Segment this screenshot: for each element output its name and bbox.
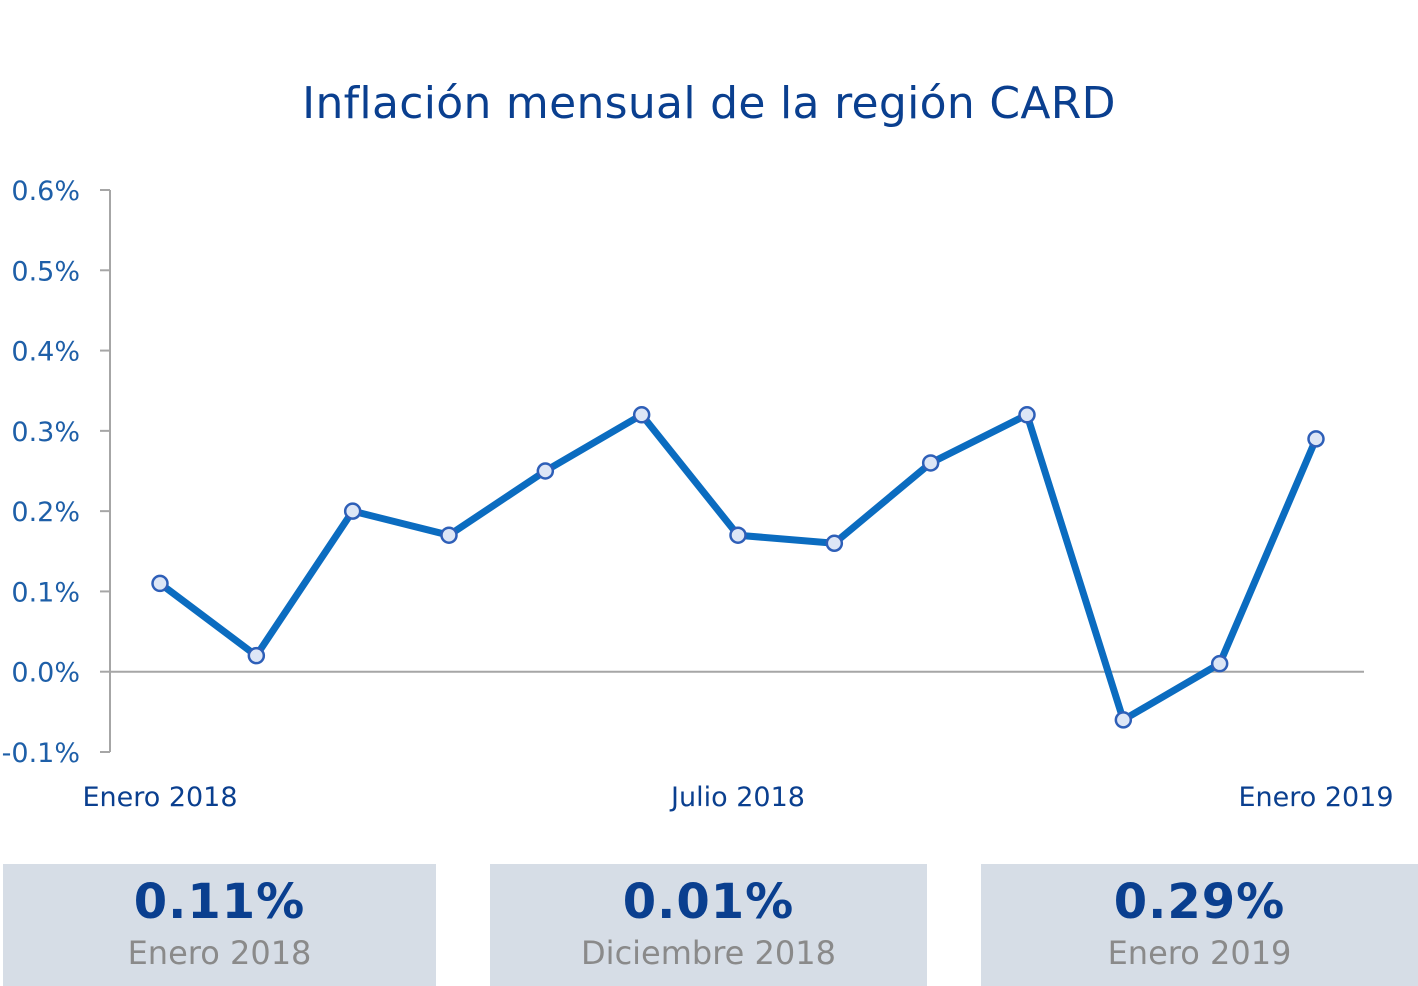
stat-label-latest: Enero 2019 — [1107, 934, 1292, 972]
y-tick-label: 0.2% — [11, 497, 80, 528]
x-tick-label: Julio 2018 — [669, 782, 805, 813]
y-tick-label: 0.5% — [11, 256, 80, 287]
y-tick-label: 0.6% — [11, 176, 80, 207]
data-point — [440, 526, 458, 544]
data-point — [825, 534, 844, 553]
series — [156, 411, 1320, 724]
x-tick-label: Enero 2018 — [82, 782, 237, 813]
data-point — [1018, 406, 1036, 424]
stat-card-latest: 0.29% Enero 2019 — [981, 864, 1418, 986]
stat-value-latest: 0.29% — [1113, 874, 1286, 930]
stat-label-first: Enero 2018 — [127, 934, 312, 972]
data-point — [536, 462, 555, 480]
stat-value-lowest: 0.01% — [622, 874, 795, 930]
x-axis-ticks: Enero 2018 Julio 2018 Enero 2019 — [82, 782, 1393, 813]
markers — [151, 406, 1325, 729]
data-point — [247, 646, 266, 665]
y-tick-label: -0.1% — [2, 738, 80, 769]
series-line — [156, 411, 1320, 724]
x-tick-label: Enero 2019 — [1238, 782, 1393, 813]
data-point — [343, 502, 362, 520]
y-tick-label: 0.4% — [11, 337, 80, 368]
data-point — [1210, 654, 1229, 673]
axes — [109, 190, 1364, 752]
stat-value-first: 0.11% — [133, 874, 306, 930]
y-tick-label: 0.3% — [11, 417, 80, 448]
data-point — [632, 406, 651, 424]
line-chart: 0.6% 0.5% 0.4% 0.3% 0.2% 0.1% 0.0% -0.1% Enero … — [2, 176, 1394, 813]
data-point — [729, 526, 747, 544]
stat-card-lowest: 0.01% Diciembre 2018 — [490, 864, 927, 986]
y-tick-label: 0.1% — [11, 577, 80, 608]
stat-card-first: 0.11% Enero 2018 — [3, 864, 436, 986]
data-point — [921, 454, 940, 472]
data-point — [1307, 430, 1325, 448]
y-tick-label: 0.0% — [11, 658, 80, 689]
stat-label-lowest: Diciembre 2018 — [581, 934, 836, 972]
chart-title: Inflación mensual de la región CARD — [302, 78, 1116, 129]
data-point — [1114, 711, 1133, 729]
data-point — [151, 574, 169, 593]
y-axis-ticks: 0.6% 0.5% 0.4% 0.3% 0.2% 0.1% 0.0% -0.1% — [2, 176, 110, 769]
